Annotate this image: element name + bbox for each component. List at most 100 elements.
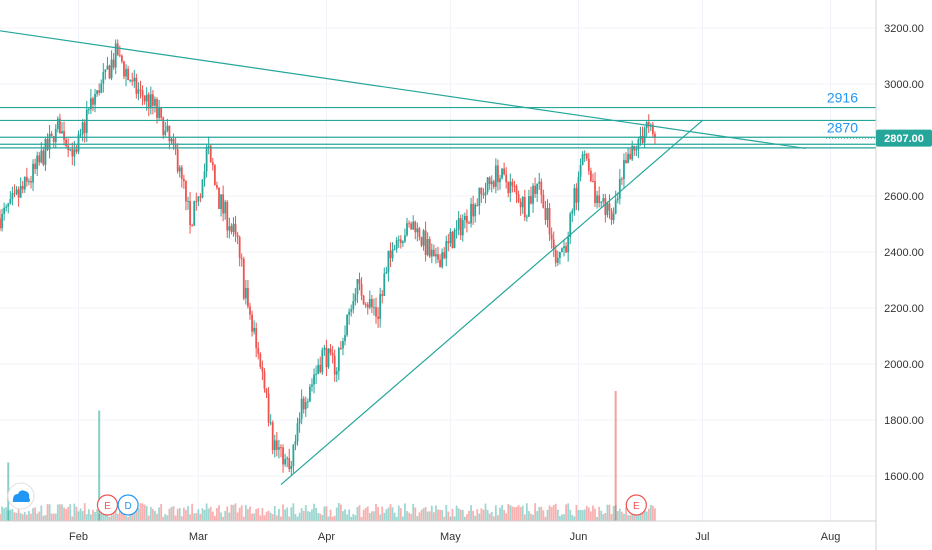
volume-bar [643, 509, 646, 521]
candle-body [15, 189, 18, 194]
candle-body [265, 388, 268, 394]
candle-body [228, 226, 231, 231]
volume-bar [325, 506, 328, 521]
candle-body [408, 223, 410, 225]
candle-body [133, 77, 136, 82]
candle-body [511, 181, 514, 186]
candle-body [480, 187, 483, 195]
candle-body [112, 59, 115, 68]
candle-body [395, 240, 398, 249]
volume-bar [391, 507, 394, 521]
event-marker-circle[interactable] [96, 494, 119, 516]
candle-body [120, 55, 123, 62]
candle-body [218, 187, 220, 210]
volume-bar [203, 509, 206, 521]
time-axis[interactable]: Feb Mar Apr May Jun Jul Aug [69, 531, 840, 543]
candle-body [118, 55, 121, 57]
volume-bar [647, 508, 650, 521]
candle-body [253, 327, 256, 332]
candle-body [532, 185, 534, 204]
candle-body [453, 229, 456, 249]
candle-body [255, 327, 258, 348]
candle-body [257, 347, 260, 354]
candle-body [63, 131, 65, 140]
volume-spike [98, 410, 101, 521]
tradingview-logo[interactable] [7, 482, 35, 510]
candle-body [470, 203, 472, 224]
volume-bar [513, 507, 516, 521]
volume-bar [589, 511, 592, 521]
volume-bar [242, 516, 245, 521]
volume-bar [224, 511, 227, 521]
candle-body [583, 154, 586, 156]
candle-body [123, 61, 125, 77]
volume-bar [108, 516, 111, 521]
candle-body [439, 259, 441, 268]
price-axis[interactable]: 1600.00 1800.00 2000.00 2200.00 2400.00 2600.… [884, 23, 924, 483]
volume-bar [211, 511, 214, 521]
candle-body [191, 225, 194, 227]
candle-body [234, 223, 237, 235]
candle-body [612, 213, 615, 221]
y-tick-label: 2600.00 [884, 191, 924, 203]
line-annotations: 2916 2870 [827, 90, 858, 136]
candle-body [298, 418, 301, 424]
volume-bar [61, 504, 63, 521]
candle-body [180, 167, 183, 179]
volume-bar [544, 516, 547, 521]
volume-bar [474, 515, 477, 521]
volume-bar [120, 508, 123, 521]
volume-bar [63, 507, 65, 521]
candle-body [523, 196, 526, 218]
candle-body [236, 234, 239, 238]
event-marker-circle[interactable] [625, 494, 647, 516]
candle-body [156, 99, 158, 118]
volume-bar [156, 513, 158, 521]
volume-bar [608, 504, 611, 521]
candle-body [455, 229, 458, 231]
candle-body [397, 239, 400, 241]
candle-body [381, 294, 384, 296]
volume-bar [571, 514, 574, 521]
candle-body [530, 196, 532, 204]
candle-body [494, 165, 497, 187]
trend-line[interactable] [0, 30, 806, 150]
candle-body [176, 149, 179, 172]
volume-bar [275, 515, 278, 521]
candle-body [1, 213, 3, 229]
volume-bar [470, 505, 472, 521]
volume-bar [397, 505, 400, 521]
candle-body [344, 335, 346, 342]
volume-bar [482, 509, 485, 521]
candle-body [503, 168, 506, 175]
volume-bar [432, 512, 435, 521]
candle-body [247, 287, 249, 307]
volume-bar [354, 515, 357, 521]
volume-bar [149, 507, 152, 521]
trend-line[interactable] [280, 119, 703, 486]
volume-bar [319, 513, 322, 521]
candle-body [244, 287, 247, 299]
event-marker-circle[interactable] [117, 494, 139, 516]
candle-body [569, 213, 572, 238]
candle-body [129, 80, 132, 82]
volume-bar [292, 503, 295, 521]
volume-bar [323, 506, 326, 521]
volume-bar [521, 505, 524, 521]
candle-body [354, 294, 357, 302]
candle-body [294, 441, 297, 445]
candle-body [280, 447, 282, 449]
drawing-lines[interactable] [0, 30, 876, 486]
volume-bar [125, 515, 127, 521]
volume-bar [610, 514, 613, 521]
y-tick-label: 3000.00 [884, 79, 924, 91]
volume-bar [507, 503, 510, 521]
candle-body [497, 165, 499, 183]
volume-bar [187, 505, 189, 521]
volume-bar [21, 514, 24, 521]
volume-bar [141, 503, 144, 521]
volume-bar [199, 513, 202, 521]
candle-body [445, 241, 448, 259]
